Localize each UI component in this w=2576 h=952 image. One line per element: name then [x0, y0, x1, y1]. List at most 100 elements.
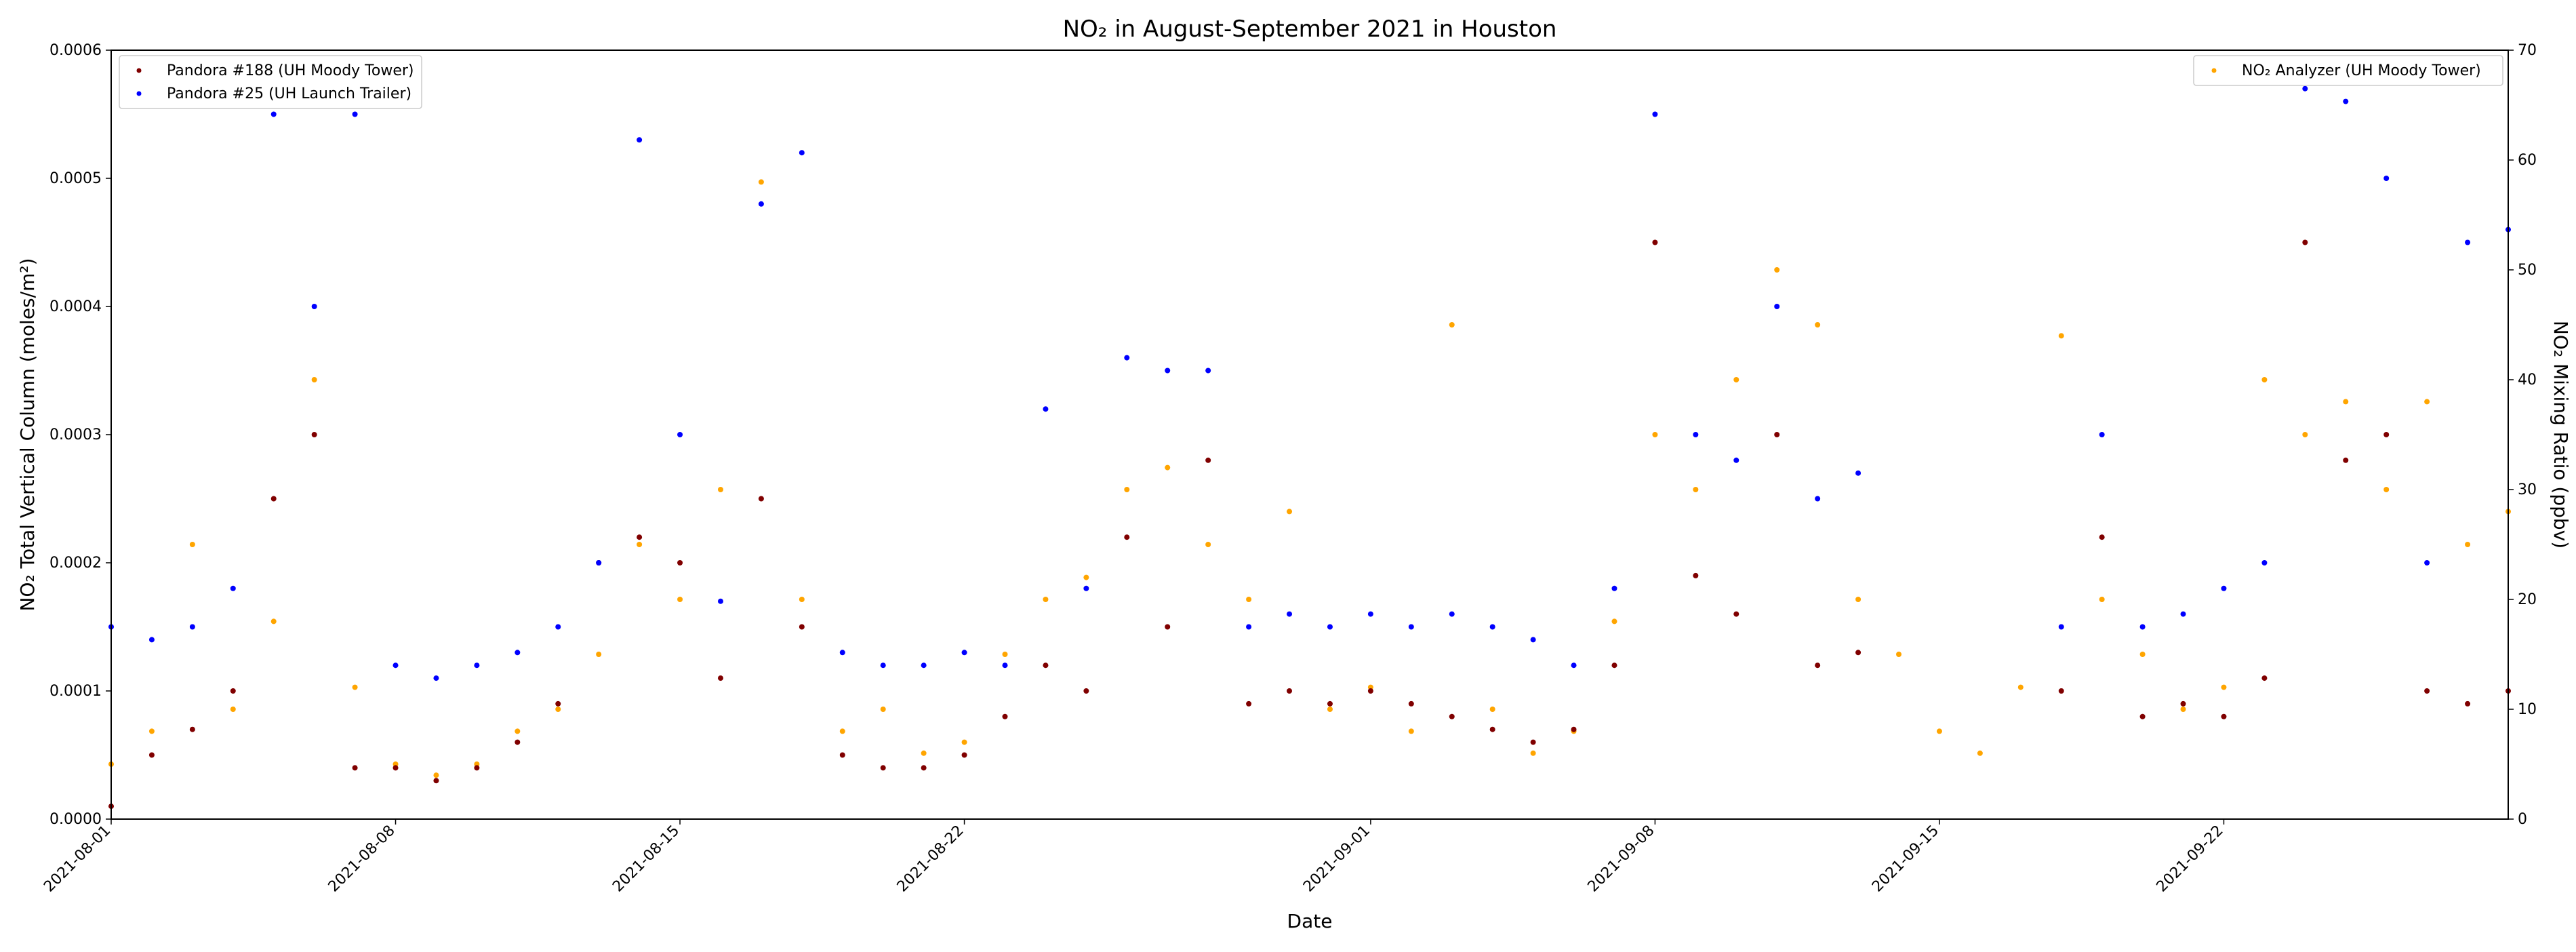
data-point [921, 750, 927, 756]
data-point [2261, 560, 2268, 566]
data-point [1936, 728, 1942, 734]
data-point [189, 726, 195, 732]
data-point [637, 542, 643, 547]
data-point [1449, 713, 1455, 719]
data-point [2465, 239, 2471, 245]
left-y-tick-label: 0.0003 [49, 427, 102, 443]
data-point [2180, 700, 2186, 707]
data-point [2343, 457, 2349, 463]
right-y-tick-label: 60 [2518, 152, 2537, 169]
data-point [2343, 98, 2349, 104]
left-y-axis: 0.0000 0.0001 0.0002 0.0003 0.0004 0.0005 0.00… [49, 42, 111, 828]
data-point [270, 111, 277, 117]
data-point [2221, 713, 2227, 719]
data-point [2465, 542, 2471, 547]
data-point [1693, 432, 1699, 437]
data-point [1408, 728, 1414, 734]
data-point [2058, 624, 2064, 630]
right-y-tick-label: 20 [2518, 591, 2537, 608]
data-point [677, 560, 683, 566]
data-point [230, 707, 236, 712]
data-point [1489, 624, 1495, 630]
data-point [1855, 650, 1861, 656]
x-axis: 2021-08-01 2021-08-08 2021-08-15 2021-08-22… [41, 819, 2227, 896]
legend-label-no2-analyzer: NO₂ Analyzer (UH Moody Tower) [2242, 62, 2481, 79]
data-point [1246, 624, 1252, 630]
data-point [2099, 597, 2105, 602]
data-point [555, 624, 561, 630]
right-y-tick-label: 40 [2518, 372, 2537, 389]
data-point [2180, 611, 2186, 617]
data-point [1977, 750, 1983, 756]
data-point [148, 752, 155, 758]
right-y-tick-label: 70 [2518, 42, 2537, 59]
data-point [515, 739, 521, 745]
legend-left-box [119, 55, 422, 109]
x-tick-label: 2021-09-01 [1300, 822, 1373, 896]
data-point [1733, 457, 1739, 463]
data-point [1896, 652, 1902, 657]
data-point [393, 765, 399, 771]
data-point [2424, 560, 2430, 566]
data-point [474, 662, 480, 669]
data-point [2383, 487, 2390, 492]
series-1 [108, 85, 2511, 681]
data-point [880, 765, 886, 771]
data-point [1287, 509, 1293, 515]
data-point [839, 650, 845, 656]
data-point [2139, 652, 2146, 657]
data-point [148, 637, 155, 643]
data-point [1611, 662, 1617, 669]
data-point [1693, 572, 1699, 578]
series-0 [108, 239, 2511, 810]
data-point [1083, 574, 1089, 580]
data-point [352, 684, 358, 690]
data-point [1002, 652, 1008, 657]
data-point [677, 432, 683, 437]
data-point [2017, 684, 2024, 690]
data-point [961, 650, 967, 656]
plot-area-frame [110, 49, 2509, 820]
data-point [758, 179, 764, 185]
data-point [1002, 713, 1008, 719]
right-y-tick-label: 30 [2518, 481, 2537, 498]
data-point [311, 377, 317, 382]
data-point [1733, 611, 1739, 617]
data-point [2221, 684, 2227, 690]
data-point [1774, 432, 1780, 437]
data-point [1489, 726, 1495, 732]
data-point [2424, 399, 2430, 405]
x-tick-label: 2021-09-15 [1869, 822, 1942, 896]
data-point [637, 137, 643, 143]
data-point [352, 765, 358, 771]
data-point [1408, 700, 1414, 707]
data-point [2465, 700, 2471, 707]
data-point [596, 652, 602, 657]
data-point [1287, 688, 1293, 694]
data-point [1530, 739, 1536, 745]
data-point [717, 675, 723, 681]
right-y-axis-label: NO₂ Mixing Ratio (ppbv) [2550, 321, 2572, 549]
data-point [758, 201, 764, 207]
data-point [1367, 688, 1373, 694]
data-point [880, 707, 886, 712]
data-point [2058, 333, 2064, 339]
data-point [1611, 618, 1617, 624]
data-point [270, 618, 277, 624]
data-point [1287, 611, 1293, 617]
left-y-tick-label: 0.0001 [49, 683, 102, 700]
data-point [880, 662, 886, 669]
data-point [555, 707, 561, 712]
data-point [2383, 432, 2390, 437]
x-tick-label: 2021-09-08 [1585, 822, 1658, 896]
data-point [148, 728, 155, 734]
data-point [839, 752, 845, 758]
legend-swatch-pandora-25 [136, 91, 142, 96]
x-axis-label: Date [1287, 910, 1333, 932]
data-point [2221, 585, 2227, 591]
data-point [1083, 585, 1089, 591]
data-point [1652, 239, 1658, 245]
data-point [1652, 432, 1658, 437]
data-point [1815, 496, 1821, 502]
